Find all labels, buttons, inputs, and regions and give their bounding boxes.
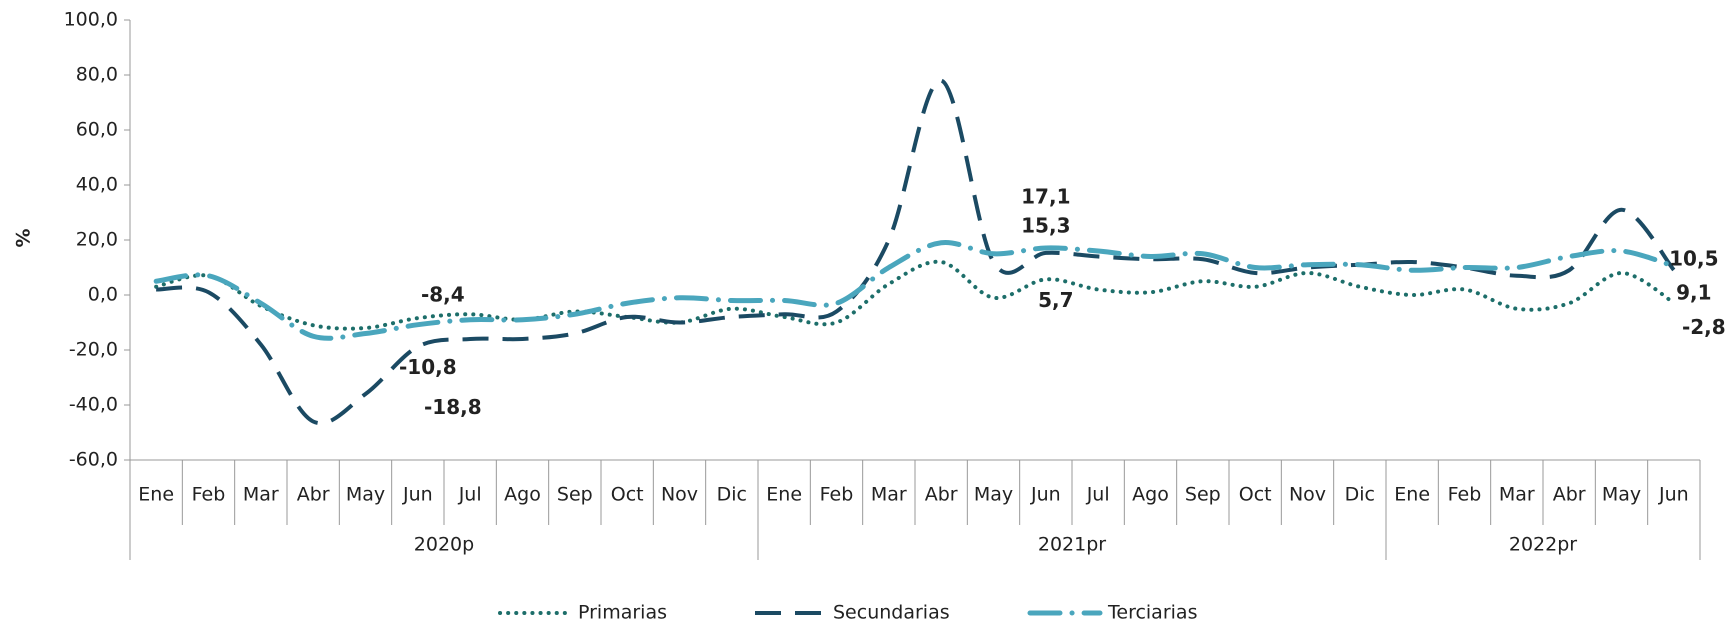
x-tick-label: Sep	[1185, 484, 1221, 506]
data-label: -18,8	[424, 395, 482, 419]
legend-item: Terciarias	[1027, 602, 1197, 624]
series-line	[153, 240, 1677, 341]
x-tick-label: Feb	[192, 484, 226, 506]
x-tick-label: Dic	[1345, 484, 1375, 506]
x-tick-label: Feb	[820, 484, 854, 506]
group-label: 2020p	[414, 534, 474, 556]
legend-label: Terciarias	[1107, 602, 1197, 624]
x-tick-label: Oct	[611, 484, 644, 506]
x-tick-label: May	[974, 484, 1013, 506]
x-tick-label: Ago	[504, 484, 541, 506]
x-tick-label: Abr	[297, 484, 330, 506]
x-tick-label: Jul	[1086, 484, 1110, 506]
x-tick-label: Mar	[243, 484, 279, 506]
x-tick-label: Jun	[402, 484, 433, 506]
x-tick-label: Jun	[1030, 484, 1061, 506]
data-label: 15,3	[1021, 213, 1070, 237]
group-label: 2021pr	[1038, 534, 1106, 556]
y-tick-label: -40,0	[69, 394, 118, 416]
y-tick-label: -60,0	[69, 449, 118, 471]
legend-item: Secundarias	[755, 602, 950, 624]
data-label: -2,8	[1682, 315, 1726, 339]
y-tick-label: -20,0	[69, 339, 118, 361]
x-tick-label: Nov	[661, 484, 698, 506]
x-tick-label: Mar	[1499, 484, 1535, 506]
y-tick-label: 20,0	[76, 229, 118, 251]
legend-label: Primarias	[578, 602, 667, 624]
y-axis-label: %	[13, 228, 35, 247]
y-tick-label: 80,0	[76, 64, 118, 86]
data-label: 5,7	[1038, 288, 1073, 312]
x-tick-label: Abr	[1553, 484, 1586, 506]
data-label: 9,1	[1676, 280, 1711, 304]
x-tick-label: Sep	[557, 484, 593, 506]
data-label: -10,8	[399, 355, 457, 379]
x-tick-label: Jul	[458, 484, 482, 506]
x-tick-label: Nov	[1289, 484, 1326, 506]
data-label: 17,1	[1021, 184, 1070, 208]
x-tick-label: Ago	[1132, 484, 1169, 506]
data-label: -8,4	[421, 283, 465, 307]
x-tick-label: Jun	[1658, 484, 1689, 506]
x-tick-label: Ene	[138, 484, 174, 506]
x-tick-label: Ene	[766, 484, 802, 506]
y-tick-label: 60,0	[76, 119, 118, 141]
y-tick-label: 40,0	[76, 174, 118, 196]
x-tick-label: May	[1602, 484, 1641, 506]
y-tick-label: 0,0	[88, 284, 118, 306]
x-tick-label: Ene	[1394, 484, 1430, 506]
legend-label: Secundarias	[833, 602, 950, 624]
y-tick-label: 100,0	[64, 9, 118, 31]
x-tick-label: Feb	[1448, 484, 1482, 506]
x-tick-label: May	[346, 484, 385, 506]
x-tick-label: Dic	[717, 484, 747, 506]
data-label: 10,5	[1669, 247, 1718, 271]
x-tick-label: Oct	[1239, 484, 1272, 506]
series-line	[154, 259, 1676, 331]
series-line	[156, 78, 1676, 426]
legend-item: Primarias	[498, 602, 667, 624]
x-tick-label: Abr	[925, 484, 958, 506]
group-label: 2022pr	[1509, 534, 1577, 556]
x-tick-label: Mar	[871, 484, 907, 506]
